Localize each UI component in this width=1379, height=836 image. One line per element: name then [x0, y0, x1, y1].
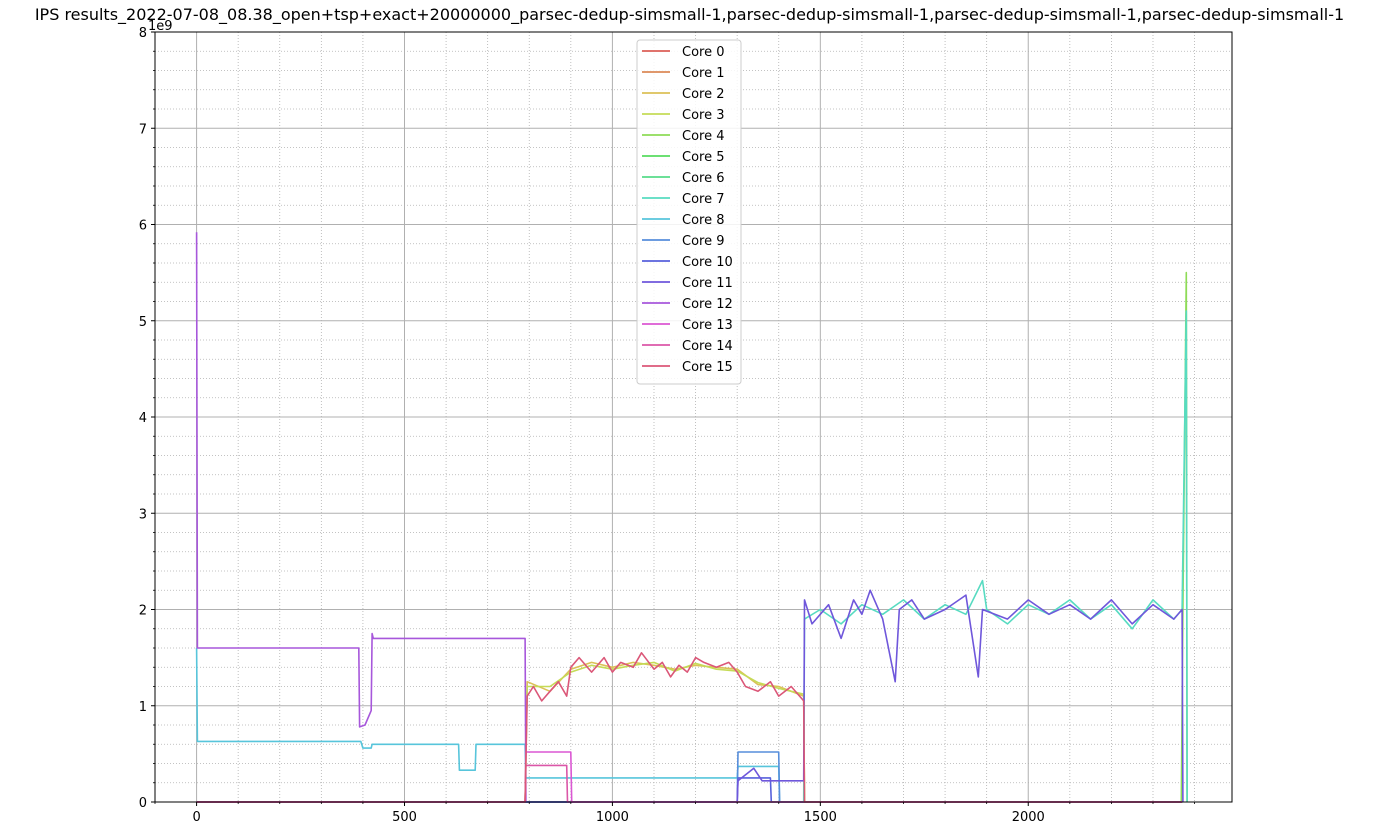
legend-label: Core 6: [682, 171, 725, 186]
legend-label: Core 5: [682, 150, 725, 165]
y-tick-label: 3: [139, 507, 147, 522]
legend-label: Core 1: [682, 66, 725, 81]
legend-label: Core 2: [682, 87, 725, 102]
legend-label: Core 9: [682, 234, 725, 249]
legend-label: Core 8: [682, 213, 725, 228]
series-line-core-3: [196, 661, 1183, 803]
y-tick-label: 4: [139, 411, 147, 426]
legend-label: Core 13: [682, 318, 733, 333]
y-tick-label: 5: [139, 315, 147, 330]
y-tick-label: 7: [139, 122, 147, 137]
axis-ticks: 0 500 1000 1500 2000 0 1 2 3 4 5 6 7 8: [139, 26, 1195, 825]
legend-label: Core 14: [682, 339, 733, 354]
series-line-core-9: [196, 751, 1183, 803]
x-tick-label: 2000: [1012, 810, 1045, 825]
series-line-core-7: [196, 310, 1188, 803]
y-tick-label: 8: [139, 26, 147, 41]
series-line-core-14: [196, 764, 1183, 803]
series-line-core-10: [196, 777, 1183, 803]
series-line-core-2: [196, 661, 1183, 803]
legend: Core 0 Core 1 Core 2 Core 3 Core 4 Core 5 Core…: [636, 39, 742, 385]
legend-box: [636, 39, 742, 385]
y-tick-label: 1: [139, 700, 147, 715]
x-tick-label: 0: [192, 810, 200, 825]
y-tick-label: 0: [139, 796, 147, 811]
legend-label: Core 3: [682, 108, 725, 123]
chart-title: IPS results_2022-07-08_08.38_open+tsp+ex…: [34, 5, 1345, 24]
series-line-core-11: [196, 589, 1184, 803]
series-line-core-8: [195, 647, 1183, 803]
series-line-core-15: [196, 652, 1183, 803]
series-line-core-12: [195, 232, 527, 803]
x-tick-label: 1500: [804, 810, 837, 825]
legend-label: Core 15: [682, 360, 733, 375]
legend-label: Core 7: [682, 192, 725, 207]
legend-label: Core 10: [682, 255, 733, 270]
series-line-core-13: [196, 751, 1183, 803]
y-tick-label: 2: [139, 604, 147, 619]
x-tick-label: 500: [392, 810, 417, 825]
legend-label: Core 0: [682, 45, 725, 60]
legend-label: Core 11: [682, 276, 733, 291]
legend-label: Core 12: [682, 297, 733, 312]
y-offset-text: 1e9: [148, 19, 173, 34]
y-tick-label: 6: [139, 219, 147, 234]
legend-label: Core 4: [682, 129, 725, 144]
x-tick-label: 1000: [596, 810, 629, 825]
